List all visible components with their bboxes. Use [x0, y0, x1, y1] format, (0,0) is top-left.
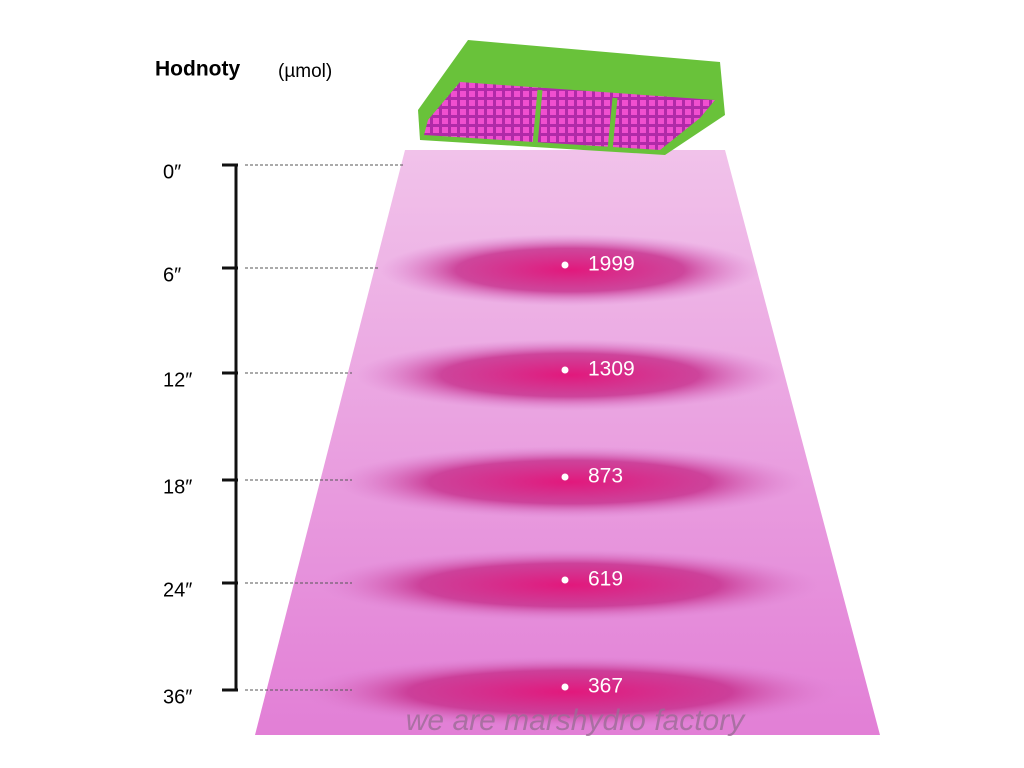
intensity-band: [380, 234, 760, 306]
height-label: 12″: [163, 369, 192, 391]
reading: 619: [588, 568, 623, 591]
reading: 1999: [588, 253, 635, 276]
dot: [561, 473, 569, 481]
dot: [561, 366, 569, 374]
intensity-band: [355, 339, 785, 411]
title: Hodnoty: [155, 58, 240, 81]
reading: 367: [588, 675, 623, 698]
lamp-leds: [424, 82, 715, 150]
unit: (µmol): [278, 61, 332, 82]
watermark: we are marshydro factory: [406, 704, 746, 737]
height-label: 24″: [163, 579, 192, 601]
dot: [561, 261, 569, 269]
reading: 1309: [588, 358, 635, 381]
height-label: 0″: [163, 161, 181, 183]
height-label: 18″: [163, 476, 192, 498]
dot: [561, 576, 569, 584]
intensity-band: [335, 446, 805, 518]
intensity-band: [300, 656, 840, 728]
height-label: 6″: [163, 264, 181, 286]
intensity-band: [320, 549, 820, 621]
reading: 873: [588, 465, 623, 488]
dot: [561, 683, 569, 691]
height-label: 36″: [163, 686, 192, 708]
